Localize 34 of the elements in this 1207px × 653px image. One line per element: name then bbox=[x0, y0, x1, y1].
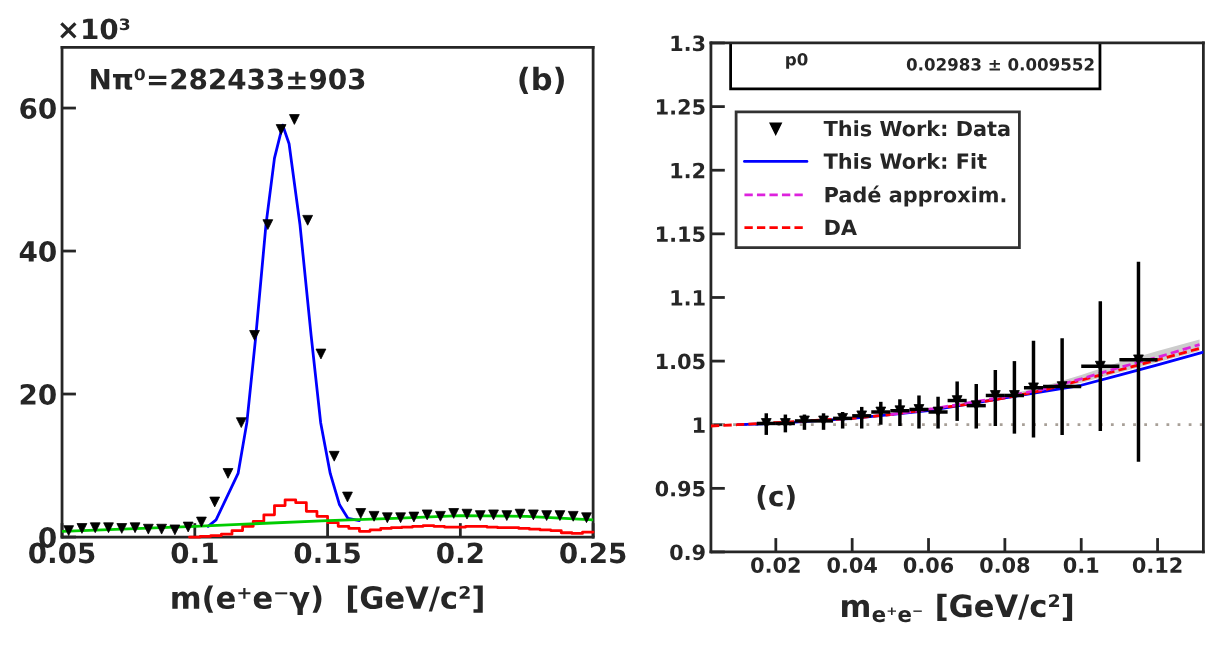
y-tick-label: 1.3 bbox=[671, 35, 705, 52]
x-axis-title: m(e⁺e⁻γ) [GeV/c²] bbox=[172, 585, 483, 616]
legend-label: DA bbox=[825, 219, 857, 235]
x-tick-label: 0.15 bbox=[294, 542, 360, 564]
legend-label: This Work: Data bbox=[823, 120, 1010, 137]
y-tick-label: 1 bbox=[693, 417, 705, 433]
y-tick-label: 0.9 bbox=[670, 544, 705, 561]
x-tick-label: 0.04 bbox=[827, 557, 877, 573]
y-tick-label: 0.95 bbox=[655, 480, 705, 497]
text: ×10³ bbox=[60, 18, 130, 40]
y-tick-label: 1.25 bbox=[657, 99, 705, 115]
x-tick-label: 0.12 bbox=[1132, 557, 1182, 573]
x-tick-label: 0.2 bbox=[437, 542, 483, 564]
y-tick-label: 40 bbox=[19, 240, 56, 262]
annotation: p0 bbox=[786, 53, 808, 69]
x-axis-title: m$_{e⁺e⁻}$ [GeV/c²] bbox=[842, 593, 1073, 623]
legend-label: This Work: Fit bbox=[823, 152, 987, 170]
x-tick-label: 0.06 bbox=[903, 557, 954, 573]
annotation: (c) bbox=[757, 485, 795, 510]
legend-label: Padé approxim. bbox=[825, 185, 1006, 207]
x-tick-label: 0.08 bbox=[980, 557, 1030, 573]
annotation: Nπ⁰=282433±903 bbox=[91, 68, 365, 90]
x-tick-label: 0.1 bbox=[1063, 557, 1099, 573]
annotation: (b) bbox=[519, 66, 564, 95]
x-tick-label: 0.25 bbox=[560, 542, 626, 564]
y-tick-label: 20 bbox=[20, 383, 56, 405]
y-tick-label: 1.2 bbox=[671, 162, 705, 179]
x-tick-label: 0.02 bbox=[751, 557, 800, 573]
y-tick-label: 1.1 bbox=[671, 290, 705, 306]
y-tick-label: 60 bbox=[20, 97, 56, 119]
x-tick-label: 0.1 bbox=[171, 542, 218, 564]
annotation: 0.02983 ± 0.009552 bbox=[906, 58, 1094, 71]
y-tick-label: 1.05 bbox=[657, 353, 705, 370]
y-tick-label: 1.15 bbox=[657, 226, 705, 243]
